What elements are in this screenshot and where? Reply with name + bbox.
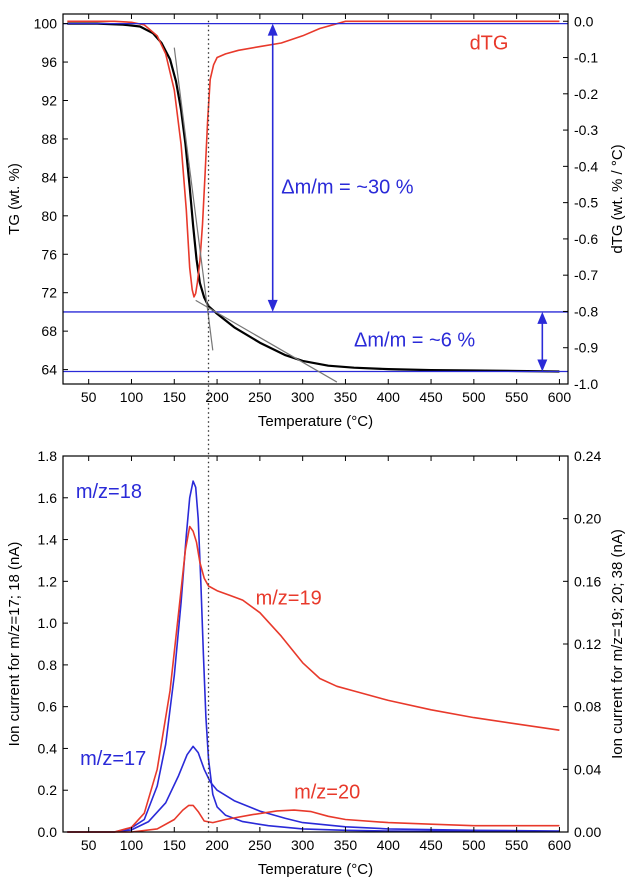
y2-tick-label: 0.00: [574, 824, 601, 840]
tg-series-group: [67, 20, 560, 373]
x-tick-label: 500: [462, 389, 486, 405]
x-tick-label: 50: [81, 837, 97, 853]
y2-tick-label: -0.4: [574, 158, 598, 174]
y-tick-label: 1.8: [38, 448, 58, 464]
x-tick-label: 350: [334, 389, 358, 405]
x-tick-label: 250: [248, 837, 272, 853]
x-tick-label: 450: [419, 837, 443, 853]
y-tick-label: 1.4: [38, 532, 58, 548]
mz18-label: m/z=18: [76, 481, 142, 503]
x-tick-label: 50: [81, 389, 97, 405]
x-tick-label: 100: [120, 837, 144, 853]
y-tick-label: 88: [41, 131, 57, 147]
x-tick-label: 550: [505, 389, 529, 405]
tangent-line: [195, 299, 338, 383]
x-tick-label: 450: [419, 389, 443, 405]
y-tick-label: 0.8: [38, 657, 58, 673]
series-line: [67, 22, 560, 373]
y-tick-label: 0.2: [38, 782, 58, 798]
tg-y-axis-label: TG (wt. %): [6, 163, 23, 235]
arrow-head: [267, 299, 278, 312]
y2-tick-label: 0.12: [574, 636, 601, 652]
tangent-line: [173, 47, 214, 351]
x-tick-label: 400: [377, 389, 401, 405]
y-tick-label: 100: [34, 16, 58, 32]
mz19-label: m/z=19: [256, 587, 322, 609]
y-tick-label: 68: [41, 323, 57, 339]
y2-tick-label: 0.16: [574, 573, 601, 589]
mass-loss-30-annotation: Δm/m = ~30 %: [281, 177, 414, 199]
tg-ticks-group: 50 100 150 200 250 300 350 400 450 500 550 600 64 68 7…: [34, 13, 599, 405]
x-tick-label: 150: [163, 389, 187, 405]
ion-x-axis-label: Temperature (°C): [258, 861, 373, 878]
y2-tick-label: -0.5: [574, 195, 598, 211]
x-tick-label: 300: [291, 389, 315, 405]
y-tick-label: 0.4: [38, 740, 58, 756]
x-tick-label: 200: [205, 837, 229, 853]
tg-x-axis-label: Temperature (°C): [258, 413, 373, 430]
series-line: [67, 480, 560, 833]
y2-tick-label: -0.7: [574, 267, 598, 283]
y-tick-label: 96: [41, 54, 57, 70]
tg-panel: 50 100 150 200 250 300 350 400 450 500 550 600 64 68 7…: [6, 13, 626, 430]
x-tick-label: 550: [505, 837, 529, 853]
y-tick-label: 84: [41, 169, 57, 185]
mz20-label: m/z=20: [294, 782, 360, 804]
y-tick-label: 76: [41, 246, 57, 262]
y-tick-label: 1.6: [38, 490, 58, 506]
series-line: [67, 525, 560, 833]
tg-guides-group: [63, 22, 568, 383]
y2-tick-label: -0.2: [574, 86, 598, 102]
x-tick-label: 400: [377, 837, 401, 853]
y-tick-label: 92: [41, 92, 57, 108]
x-tick-label: 600: [548, 837, 572, 853]
ion-left-y-axis-label: Ion current for m/z=17; 18 (nA): [6, 542, 23, 747]
y2-tick-label: -0.3: [574, 122, 598, 138]
y2-tick-label: -0.6: [574, 231, 598, 247]
y2-tick-label: 0.04: [574, 761, 601, 777]
y2-tick-label: 0.0: [574, 13, 594, 29]
x-tick-label: 250: [248, 389, 272, 405]
y-tick-label: 72: [41, 285, 57, 301]
x-tick-label: 350: [334, 837, 358, 853]
y2-tick-label: -0.9: [574, 340, 598, 356]
series-line: [67, 804, 560, 833]
x-tick-label: 600: [548, 389, 572, 405]
y-tick-label: 0.0: [38, 824, 58, 840]
y-tick-label: 0.6: [38, 699, 58, 715]
arrow-head: [537, 359, 548, 372]
tg-plot-frame: [62, 13, 569, 385]
dtg-y-axis-label: dTG (wt. % / °C): [609, 144, 626, 253]
y2-tick-label: 0.20: [574, 511, 601, 527]
ion-ticks-group: 50 100 150 200 250 300 350 400 450 500 550 600 0.0 0.…: [38, 448, 602, 853]
y2-tick-label: -0.1: [574, 50, 598, 66]
ion-current-panel: 50 100 150 200 250 300 350 400 450 500 550 600 0.0 0.…: [6, 448, 626, 878]
ion-plot-frame: [62, 455, 569, 833]
y-tick-label: 1.2: [38, 573, 58, 589]
arrow-head: [267, 23, 278, 36]
dtg-series-label: dTG: [470, 33, 509, 55]
x-tick-label: 500: [462, 837, 486, 853]
series-line: [67, 20, 560, 298]
mass-loss-6-annotation: Δm/m = ~6 %: [354, 330, 475, 352]
x-tick-label: 150: [163, 837, 187, 853]
x-tick-label: 200: [205, 389, 229, 405]
x-tick-label: 300: [291, 837, 315, 853]
series-line: [67, 745, 560, 833]
y-tick-label: 1.0: [38, 615, 58, 631]
y2-tick-label: 0.24: [574, 448, 601, 464]
x-tick-label: 100: [120, 389, 144, 405]
y2-tick-label: -1.0: [574, 376, 598, 392]
y-tick-label: 64: [41, 362, 57, 378]
ion-right-y-axis-label: Ion current for m/z=19; 20; 38 (nA): [609, 529, 626, 759]
y2-tick-label: -0.8: [574, 303, 598, 319]
y2-tick-label: 0.08: [574, 699, 601, 715]
y-tick-label: 80: [41, 208, 57, 224]
mz17-label: m/z=17: [80, 748, 146, 770]
ion-series-group: [67, 480, 560, 833]
arrow-head: [537, 311, 548, 324]
